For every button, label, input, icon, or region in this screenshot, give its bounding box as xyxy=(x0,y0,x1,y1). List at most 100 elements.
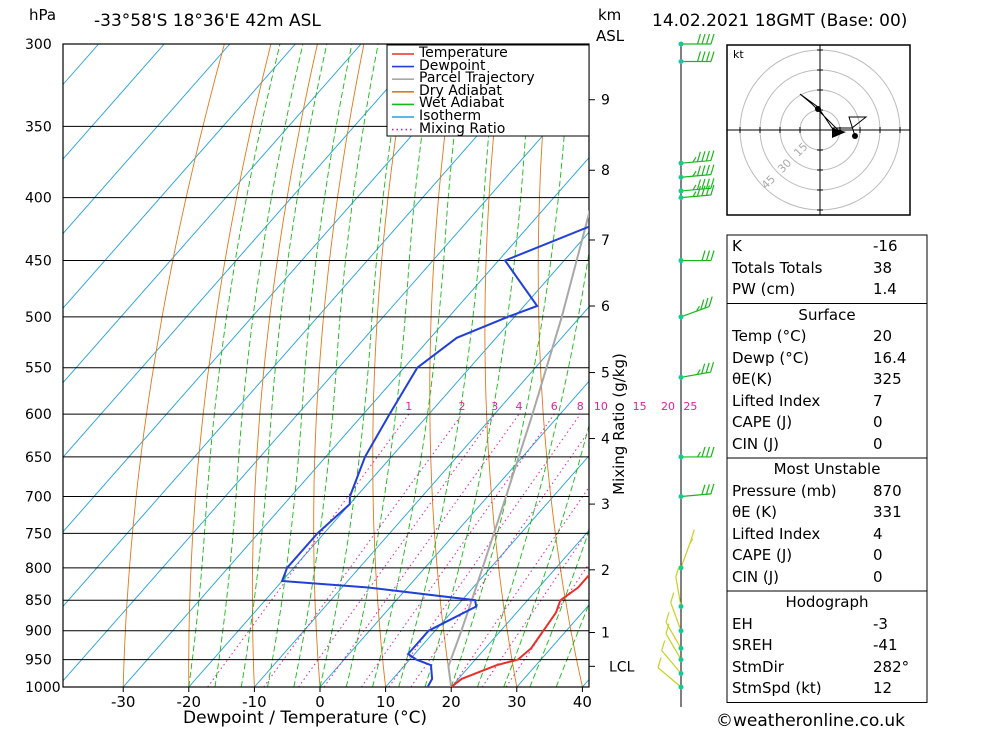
height-tick-label: 7 xyxy=(601,233,610,249)
wet-adiabat-line xyxy=(240,44,328,687)
surface-box-row-value: 20 xyxy=(873,327,893,345)
height-tick-label: 8 xyxy=(601,163,610,179)
location-title: -33°58'S 18°36'E 42m ASL xyxy=(94,11,321,31)
legend-entry: Isotherm xyxy=(419,108,482,124)
most-unstable-box-row-value: 0 xyxy=(873,567,883,586)
dry-adiabat-line xyxy=(188,44,272,687)
hodograph-stats-box-row-value: 12 xyxy=(873,679,893,697)
most-unstable-box-row-label: CAPE (J) xyxy=(732,546,793,564)
stability-indices-row-value: 38 xyxy=(873,258,893,277)
most-unstable-box-row-label: Lifted Index xyxy=(732,524,821,543)
wind-barb xyxy=(657,657,684,690)
stability-indices-row-label: Totals Totals xyxy=(732,258,823,277)
legend-entry: Dry Adiabat xyxy=(419,82,502,99)
mixing-ratio-line xyxy=(207,414,410,687)
wet-adiabat-line xyxy=(293,44,379,687)
wet-adiabat-line xyxy=(214,44,304,687)
isotherm-line xyxy=(122,157,589,687)
pressure-tick-label: 950 xyxy=(25,653,52,669)
hodograph-point xyxy=(815,106,821,112)
surface-box-title: Surface xyxy=(798,305,856,324)
legend-frame xyxy=(386,44,590,137)
pressure-tick-label: 600 xyxy=(25,407,52,423)
hodograph-point xyxy=(852,133,858,139)
isotherm-line xyxy=(254,306,589,687)
storm-motion-marker xyxy=(832,128,846,138)
hodograph-stats-box-row-value: -3 xyxy=(873,614,888,633)
wet-adiabat-line xyxy=(188,44,281,687)
mixing-ratio-label: 1 xyxy=(405,400,412,413)
stability-indices-row-label: K xyxy=(732,237,742,255)
surface-box-row-value: 0 xyxy=(873,413,883,431)
x-tick-label: -20 xyxy=(177,693,202,711)
hodograph-stats-box-title: Hodograph xyxy=(785,593,869,611)
mixing-ratio-line xyxy=(298,414,496,687)
surface-box-row-value: 0 xyxy=(873,434,883,453)
hodograph-stats-box-row-label: EH xyxy=(732,614,753,633)
isotherm-line xyxy=(63,82,589,682)
height-tick-label: 3 xyxy=(601,497,610,513)
surface-box-row-label: Dewp (°C) xyxy=(732,348,810,367)
wind-barb xyxy=(678,184,715,201)
isotherm-line xyxy=(63,44,165,160)
surface-box-row-value: 325 xyxy=(873,370,902,388)
wind-barb xyxy=(665,612,684,651)
legend-entry: Parcel Trajectory xyxy=(419,70,535,87)
wind-barb xyxy=(678,361,715,380)
surface-box-frame xyxy=(726,303,928,459)
height-tick-label: 9 xyxy=(601,93,610,109)
isotherm-line xyxy=(450,529,589,687)
mixing-ratio-label: 4 xyxy=(516,400,523,413)
plot-frame xyxy=(62,43,590,688)
x-tick-label: 20 xyxy=(442,693,461,711)
hodograph-stats-box-row-label: StmDir xyxy=(732,657,784,676)
temperature-line xyxy=(450,573,589,687)
pressure-tick-label: 500 xyxy=(25,310,52,326)
mixing-ratio-label: 3 xyxy=(491,400,498,413)
isotherm-line xyxy=(63,44,559,607)
wind-barb xyxy=(675,566,684,609)
height-unit-bottom: ASL xyxy=(596,27,625,45)
pressure-tick-label: 900 xyxy=(25,624,52,640)
pressure-tick-label: 650 xyxy=(25,450,52,466)
wet-adiabat-line xyxy=(424,44,535,687)
isotherm-line xyxy=(63,44,362,384)
wet-adiabat-line xyxy=(398,44,500,687)
isotherm-line xyxy=(188,231,589,687)
isotherm-line xyxy=(385,455,589,687)
wet-adiabat-line xyxy=(450,44,572,687)
wind-barb xyxy=(665,623,684,663)
mixing-ratio-label: 6 xyxy=(551,400,558,413)
hodograph-stats-box-row-value: 282° xyxy=(873,657,910,676)
pressure-tick-label: 700 xyxy=(25,490,52,506)
x-tick-label: 10 xyxy=(376,693,395,711)
mixing-ratio-label: 8 xyxy=(577,400,584,413)
most-unstable-box-row-value: 4 xyxy=(873,524,883,543)
dry-adiabat-line xyxy=(640,44,714,687)
stability-indices-row-label: PW (cm) xyxy=(732,280,796,298)
most-unstable-box-frame xyxy=(726,457,928,592)
isotherm-line xyxy=(319,380,589,687)
x-tick-label: -10 xyxy=(242,693,267,711)
mixing-ratio-label: 20 xyxy=(661,400,675,413)
surface-box-row-value: 16.4 xyxy=(873,348,907,367)
mixing-ratio-label: 15 xyxy=(633,400,647,413)
surface-box-row-value: 7 xyxy=(873,391,883,410)
x-tick-label: 30 xyxy=(507,693,526,711)
mixing-ratio-line xyxy=(323,414,520,687)
datetime-title: 14.02.2021 18GMT (Base: 00) xyxy=(652,11,908,31)
most-unstable-box-title: Most Unstable xyxy=(773,460,881,478)
height-tick-label: 1 xyxy=(601,626,610,642)
mixing-ratio-label: 10 xyxy=(594,400,608,413)
legend-entry: Wet Adiabat xyxy=(419,95,505,112)
legend-entry: Dewpoint xyxy=(419,57,486,74)
isotherm-line xyxy=(63,44,493,533)
pressure-tick-label: 450 xyxy=(25,254,52,270)
height-tick-label: 4 xyxy=(601,432,610,448)
pressure-tick-label: 750 xyxy=(25,526,52,542)
wind-barb xyxy=(670,592,684,634)
wind-barb xyxy=(678,164,715,180)
dry-adiabat-line xyxy=(922,44,1000,687)
mixing-ratio-line xyxy=(360,414,555,687)
